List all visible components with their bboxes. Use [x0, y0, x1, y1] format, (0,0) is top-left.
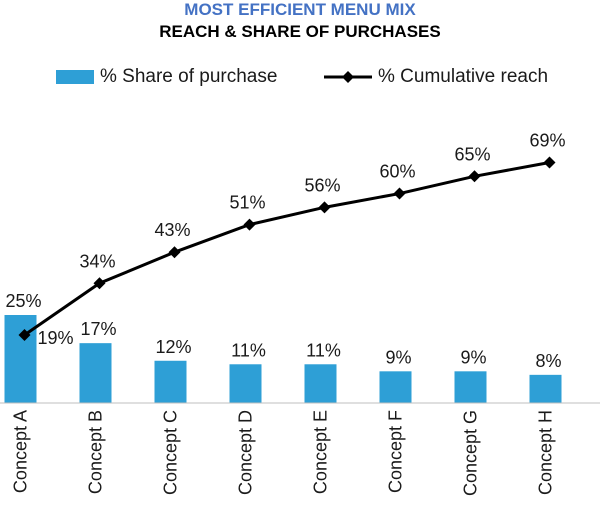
legend-swatch-bar	[56, 70, 94, 84]
reach-label-7: 65%	[454, 144, 490, 164]
category-label-2: Concept B	[86, 410, 106, 494]
reach-label-8: 69%	[529, 131, 565, 151]
legend-label-share: % Share of purchase	[100, 66, 278, 87]
bar-label-4: 11%	[231, 340, 266, 360]
category-label-1: Concept A	[11, 410, 31, 493]
bar-2	[79, 343, 112, 403]
legend-item-share: % Share of purchase	[56, 64, 277, 90]
legend-swatch-line	[324, 71, 372, 83]
reach-label-3: 43%	[154, 220, 190, 240]
reach-marker-1	[18, 329, 31, 341]
reach-marker-7	[468, 170, 481, 183]
bar-label-7: 9%	[460, 347, 486, 367]
reach-label-4: 51%	[229, 193, 265, 213]
legend-label-reach: % Cumulative reach	[378, 66, 549, 87]
bar-label-2: 17%	[80, 319, 116, 339]
category-label-5: Concept E	[311, 410, 331, 494]
reach-label-1: 19%	[37, 328, 73, 348]
reach-marker-5	[318, 201, 331, 214]
category-label-7: Concept G	[461, 410, 481, 496]
category-label-8: Concept H	[536, 410, 556, 495]
legend-item-reach: % Cumulative reach	[322, 64, 548, 90]
reach-line	[23, 161, 550, 337]
category-label-3: Concept C	[161, 410, 181, 495]
bar-label-5: 11%	[306, 340, 341, 360]
reach-label-5: 56%	[304, 175, 340, 195]
chart-subtitle: REACH & SHARE OF PURCHASES	[159, 22, 441, 41]
bar-4	[229, 364, 262, 403]
reach-label-2: 34%	[79, 251, 115, 271]
bar-label-8: 8%	[535, 351, 561, 371]
reach-marker-2	[93, 277, 106, 290]
bar-label-1: 25%	[5, 291, 41, 311]
category-label-6: Concept F	[386, 410, 406, 493]
bar-5	[304, 364, 337, 403]
bar-6	[379, 371, 412, 403]
reach-marker-6	[393, 187, 406, 200]
bar-7	[454, 371, 487, 403]
bar-label-3: 12%	[155, 337, 191, 357]
bar-1	[4, 315, 37, 403]
category-label-4: Concept D	[236, 410, 256, 495]
reach-label-6: 60%	[379, 162, 415, 182]
bar-3	[154, 360, 187, 403]
bar-label-6: 9%	[385, 347, 411, 367]
reach-marker-3	[168, 246, 181, 259]
reach-marker-8	[543, 156, 556, 169]
bar-8	[529, 374, 562, 403]
chart-title: MOST EFFICIENT MENU MIX	[184, 0, 416, 19]
reach-marker-4	[243, 218, 256, 231]
